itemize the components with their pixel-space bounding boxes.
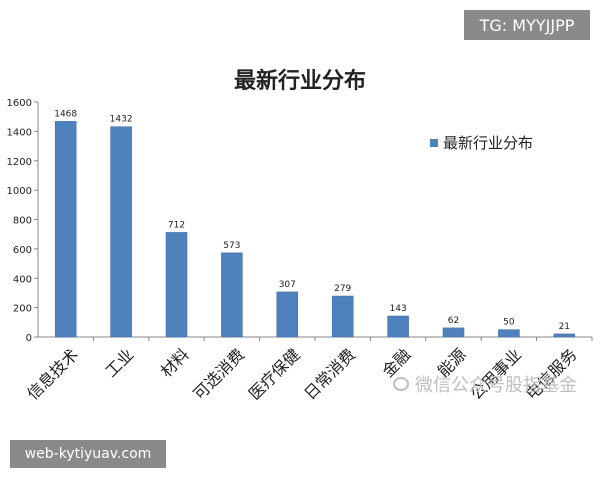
bar [387,315,409,338]
legend: 最新行业分布 [430,134,533,152]
bar [54,121,77,338]
y-tick-label: 0 [26,333,32,344]
bar [442,327,465,338]
x-tick-label: 信息技术 [23,345,82,404]
legend-label: 最新行业分布 [443,134,533,152]
y-tick-label: 600 [13,245,32,256]
x-tick-label: 材料 [157,345,193,381]
bar [553,333,576,338]
bar [331,295,354,338]
y-tick-label: 800 [13,216,32,227]
y-tick-label: 1000 [7,186,32,197]
tag-badge: TG: MYYJJPP [464,10,590,40]
data-label: 712 [168,220,185,230]
bar [221,252,243,338]
bars: 1468 1432 712 573 307 279 143 62 50 21 [54,109,576,338]
bar [498,329,520,338]
data-label: 1468 [54,109,77,119]
y-tick-label: 400 [13,274,32,285]
url-badge: web-kytiyuav.com [10,440,166,468]
legend-swatch [430,139,438,147]
data-label: 307 [279,280,296,290]
bar [276,291,299,338]
x-tick-label: 医疗保健 [245,345,304,404]
data-label: 1432 [110,115,133,125]
data-label: 62 [448,316,459,326]
data-label: 50 [503,318,515,328]
bar [165,232,188,338]
data-label: 143 [390,304,407,314]
chart-title: 最新行业分布 [234,68,366,94]
x-tick-label: 可选消费 [190,345,249,404]
bar [110,126,132,338]
data-label: 573 [223,241,240,251]
x-tick-label: 工业 [101,345,137,381]
y-tick-label: 1200 [7,157,32,168]
watermark-text: 微信公众号股指基金 [415,375,577,396]
y-tick-label: 200 [13,304,32,315]
wechat-icon [393,377,409,391]
y-tick-label: 1400 [7,127,32,138]
watermark: 微信公众号股指基金 [393,372,593,396]
data-label: 279 [334,284,351,294]
data-label: 21 [559,322,570,332]
y-tick-label: 1600 [7,98,32,109]
x-tick-label: 日常消费 [300,345,359,404]
